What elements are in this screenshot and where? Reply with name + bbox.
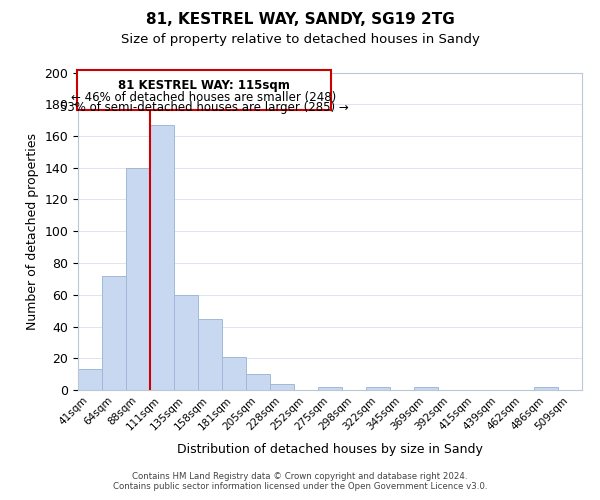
Text: 81 KESTREL WAY: 115sqm: 81 KESTREL WAY: 115sqm [118,80,290,92]
Bar [222,356,246,390]
Bar [414,387,438,390]
Bar [318,387,342,390]
Bar [150,125,174,390]
Text: Contains HM Land Registry data © Crown copyright and database right 2024.: Contains HM Land Registry data © Crown c… [132,472,468,481]
Bar [246,374,270,390]
Bar [198,318,222,390]
Text: ← 46% of detached houses are smaller (248): ← 46% of detached houses are smaller (24… [71,90,337,104]
Bar [126,168,150,390]
Y-axis label: Number of detached properties: Number of detached properties [26,132,39,330]
Text: 53% of semi-detached houses are larger (285) →: 53% of semi-detached houses are larger (… [59,101,349,114]
Bar [78,370,102,390]
Bar [102,276,126,390]
Bar [270,384,294,390]
Text: Contains public sector information licensed under the Open Government Licence v3: Contains public sector information licen… [113,482,487,491]
Text: Size of property relative to detached houses in Sandy: Size of property relative to detached ho… [121,32,479,46]
X-axis label: Distribution of detached houses by size in Sandy: Distribution of detached houses by size … [177,443,483,456]
Bar [534,387,558,390]
Text: 81, KESTREL WAY, SANDY, SG19 2TG: 81, KESTREL WAY, SANDY, SG19 2TG [146,12,454,28]
Bar [174,294,198,390]
Bar [366,387,390,390]
